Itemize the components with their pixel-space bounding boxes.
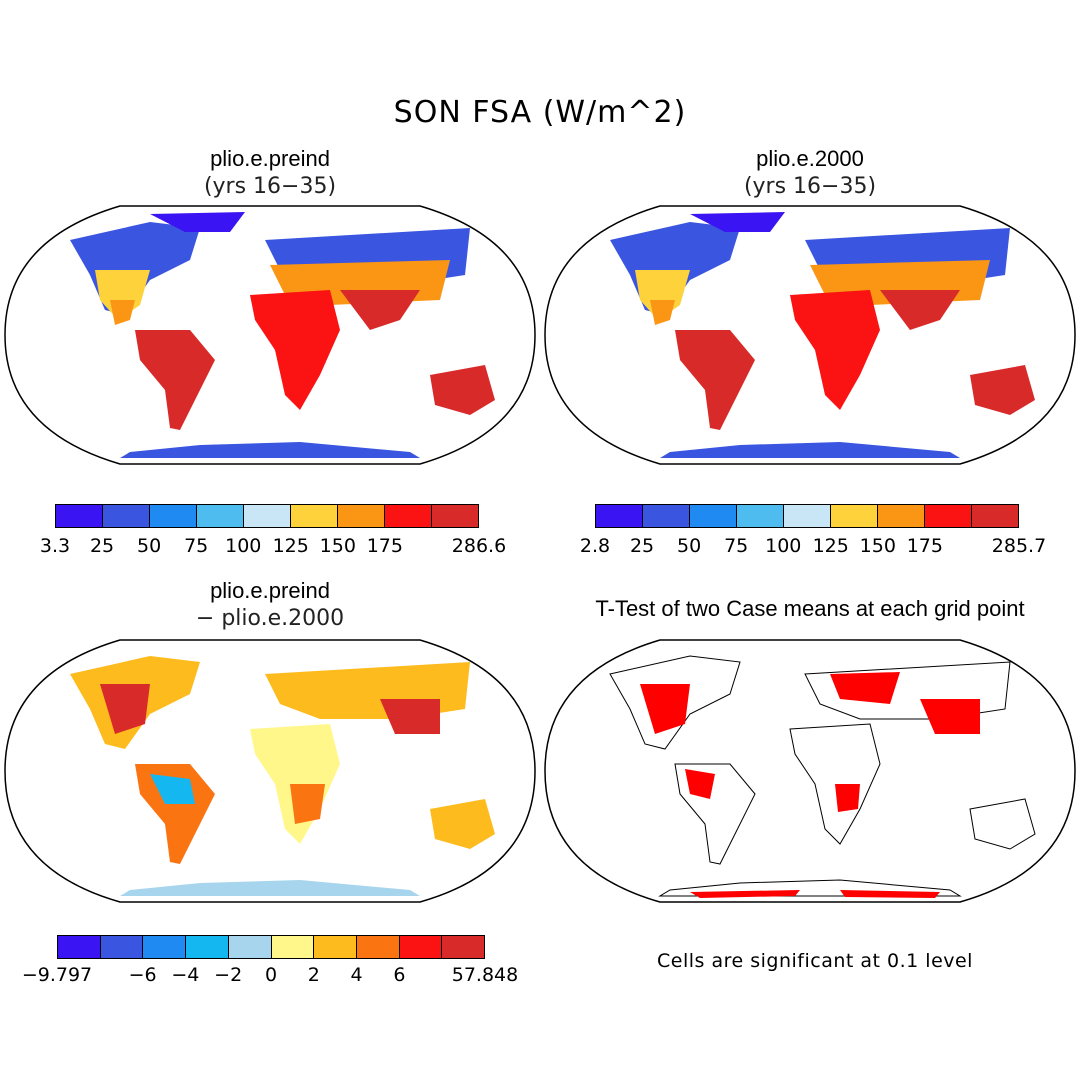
panel-1-map xyxy=(4,205,536,465)
colorbar-3-tick: −2 xyxy=(214,964,243,986)
colorbar-1-tick: 175 xyxy=(366,535,403,557)
colorbar-2-segment xyxy=(737,505,784,527)
panel-1-title: plio.e.preind xyxy=(210,146,330,171)
figure-title: SON FSA (W/m^2) xyxy=(393,95,687,130)
colorbar-3-segment xyxy=(186,936,229,958)
colorbar-2-segment xyxy=(925,505,972,527)
panel-3-map xyxy=(4,639,536,903)
colorbar-3-tick: 2 xyxy=(307,964,320,986)
colorbar-1-segment xyxy=(432,505,478,527)
colorbar-3-tick: −9.797 xyxy=(21,964,93,986)
colorbar-2-tick: 150 xyxy=(859,535,896,557)
colorbar-1-segment xyxy=(150,505,197,527)
colorbar-2-segment xyxy=(831,505,878,527)
panel-2-subtitle: (yrs 16−35) xyxy=(743,174,877,199)
colorbar-2-segment xyxy=(643,505,690,527)
colorbar-2-tick: 175 xyxy=(906,535,943,557)
colorbar-3-segment xyxy=(314,936,357,958)
colorbar-2-tick: 50 xyxy=(677,535,702,557)
colorbar-1-segment xyxy=(197,505,244,527)
colorbar-1-tick: 150 xyxy=(319,535,356,557)
colorbar-3-tick: −6 xyxy=(128,964,157,986)
colorbar-3-segment xyxy=(442,936,485,958)
colorbar-2-segment xyxy=(878,505,925,527)
panel-1-subtitle: (yrs 16−35) xyxy=(203,174,337,199)
colorbar-3-ticks: −9.797 −6 −4 −2 0 2 4 6 57.848 xyxy=(22,964,518,988)
colorbar-1-segment xyxy=(103,505,150,527)
colorbar-2 xyxy=(595,504,1019,528)
colorbar-3-segment xyxy=(399,936,443,958)
world-map-icon xyxy=(4,205,536,465)
colorbar-2-segment xyxy=(784,505,831,527)
colorbar-1-segment xyxy=(291,505,338,527)
colorbar-3 xyxy=(57,935,485,959)
panel-2-map xyxy=(544,205,1076,465)
panel-3-title: plio.e.preind xyxy=(210,578,330,603)
colorbar-1-tick: 3.3 xyxy=(39,535,71,557)
colorbar-3-segment xyxy=(271,936,315,958)
colorbar-3-segment xyxy=(356,936,400,958)
colorbar-3-tick: 4 xyxy=(350,964,363,986)
colorbar-3-tick: 0 xyxy=(264,964,278,986)
panel-3-subtitle: − plio.e.2000 xyxy=(195,606,345,631)
colorbar-3-tick: 6 xyxy=(393,964,406,986)
colorbar-2-segment xyxy=(972,505,1018,527)
colorbar-1-segment xyxy=(56,505,103,527)
colorbar-3-segment xyxy=(100,936,144,958)
colorbar-1 xyxy=(55,504,479,528)
colorbar-3-tick: −4 xyxy=(171,964,200,986)
colorbar-1-tick: 286.6 xyxy=(451,535,507,557)
world-map-icon xyxy=(4,639,536,903)
colorbar-1-ticks: 3.3 25 50 75 100 125 150 175 286.6 xyxy=(40,535,506,559)
colorbar-1-tick: 125 xyxy=(272,535,309,557)
colorbar-2-tick: 100 xyxy=(765,535,802,557)
world-map-icon xyxy=(544,639,1076,903)
colorbar-2-tick: 2.8 xyxy=(579,535,611,557)
colorbar-3-segment xyxy=(143,936,187,958)
colorbar-1-tick: 50 xyxy=(137,535,162,557)
colorbar-3-segment xyxy=(228,936,272,958)
colorbar-1-tick: 100 xyxy=(225,535,262,557)
colorbar-2-tick: 75 xyxy=(724,535,749,557)
colorbar-2-tick: 125 xyxy=(812,535,849,557)
colorbar-1-tick: 25 xyxy=(89,535,115,557)
colorbar-3-tick: 57.848 xyxy=(451,964,519,986)
colorbar-1-segment xyxy=(338,505,385,527)
panel-2-title: plio.e.2000 xyxy=(756,146,864,171)
colorbar-2-tick: 285.7 xyxy=(991,535,1047,557)
colorbar-2-tick: 25 xyxy=(629,535,655,557)
panel-4-map xyxy=(544,639,1076,903)
colorbar-2-segment xyxy=(596,505,643,527)
colorbar-1-tick: 75 xyxy=(184,535,209,557)
colorbar-2-segment xyxy=(690,505,737,527)
world-map-icon xyxy=(544,205,1076,465)
significance-note: Cells are significant at 0.1 level xyxy=(657,950,973,972)
colorbar-1-segment xyxy=(244,505,291,527)
colorbar-2-ticks: 2.8 25 50 75 100 125 150 175 285.7 xyxy=(580,535,1046,559)
panel-4-title: T-Test of two Case means at each grid po… xyxy=(595,596,1025,621)
colorbar-3-segment xyxy=(58,936,101,958)
colorbar-1-segment xyxy=(385,505,432,527)
